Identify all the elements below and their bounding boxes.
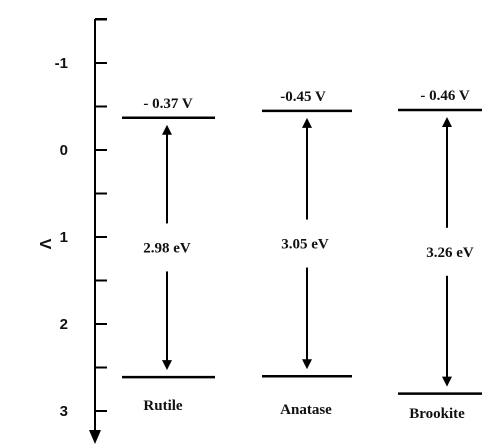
phase-rutile: - 0.37 V 2.98 eV Rutile: [122, 96, 215, 414]
conduction-band-label: -0.45 V: [280, 89, 326, 105]
phase-brookite: - 0.46 V 3.26 eV Brookite: [398, 88, 482, 422]
conduction-band-label: - 0.37 V: [143, 96, 192, 112]
axis-arrow-icon: [89, 430, 101, 444]
tick-label: 1: [60, 229, 68, 246]
tick-label: 3: [60, 403, 68, 420]
band-gap-label: 3.05 eV: [281, 237, 329, 253]
axis-label: V: [36, 239, 53, 250]
phase-anatase: -0.45 V 3.05 eV Anatase: [262, 89, 352, 418]
band-gap-label: 3.26 eV: [426, 245, 474, 261]
tick-label: 2: [60, 316, 68, 333]
tick-label: -1: [55, 55, 68, 72]
phase-name-label: Brookite: [409, 406, 465, 422]
phase-bands: - 0.37 V 2.98 eV Rutile -0.45 V 3.05 eV Anata…: [122, 88, 482, 422]
axis-ticks: -1 0 1 2 3: [55, 18, 107, 420]
conduction-band-label: - 0.46 V: [420, 88, 469, 104]
tick-label: 0: [60, 142, 68, 159]
band-gap-label: 2.98 eV: [143, 240, 191, 256]
phase-name-label: Rutile: [143, 398, 183, 414]
phase-name-label: Anatase: [280, 402, 332, 418]
